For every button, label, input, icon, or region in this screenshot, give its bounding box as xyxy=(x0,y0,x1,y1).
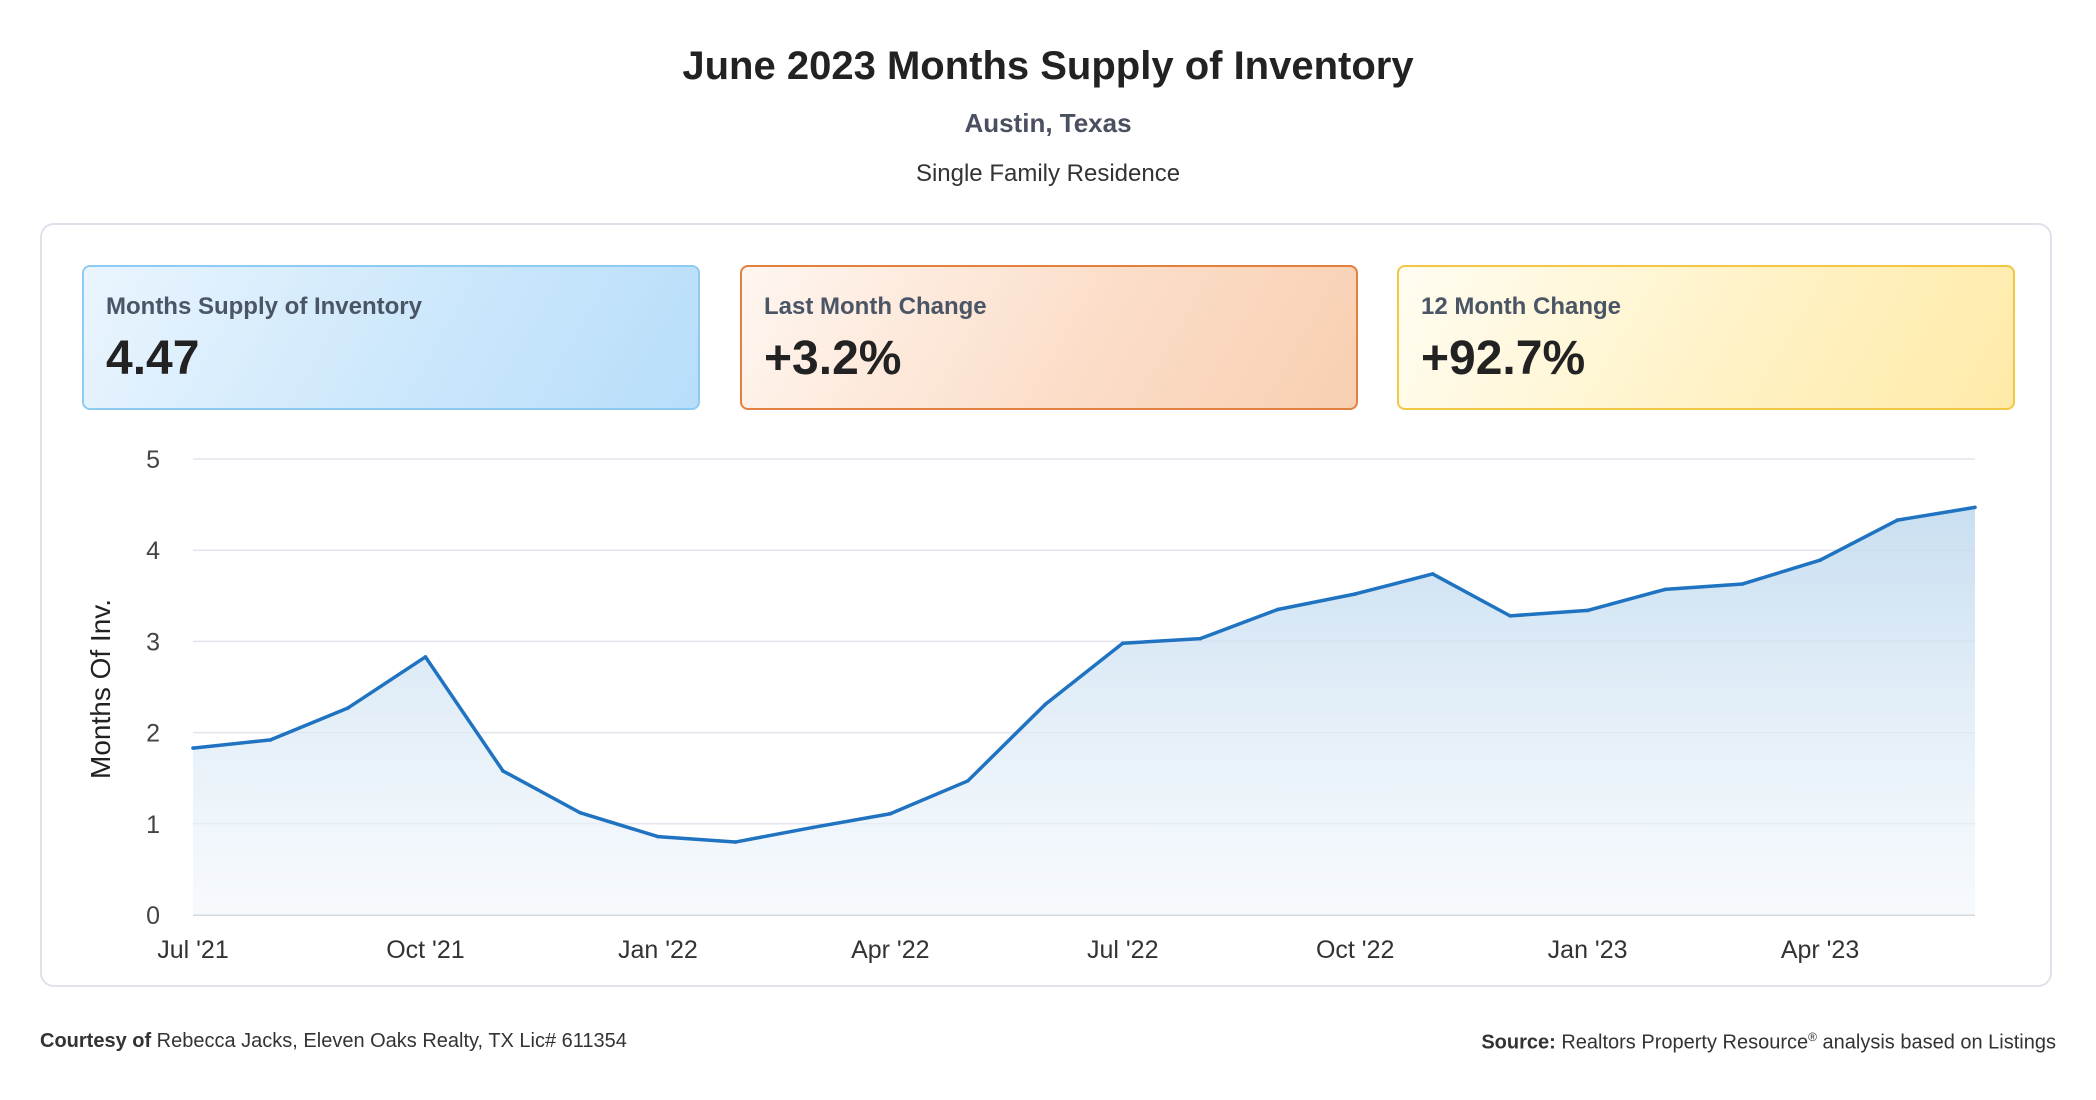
x-tick-label: Apr '23 xyxy=(1781,936,1859,964)
data-point-6 xyxy=(656,834,660,839)
footer-courtesy-text: Rebecca Jacks, Eleven Oaks Realty, TX Li… xyxy=(151,1030,627,1052)
y-tick-label: 0 xyxy=(146,902,160,930)
line-layer xyxy=(191,505,1977,844)
data-point-0 xyxy=(191,746,195,750)
card-12-month-change-label: 12 Month Change xyxy=(1421,293,1622,320)
data-point-15 xyxy=(1353,592,1357,596)
chart-title: June 2023 Months Supply of Inventory xyxy=(682,44,1414,88)
series-area-fill xyxy=(193,507,1975,915)
y-tick-label: 2 xyxy=(146,720,160,748)
data-point-19 xyxy=(1663,587,1667,592)
chart-subtitle-property-type: Single Family Residence xyxy=(915,160,1181,187)
footer-courtesy: Courtesy of Rebecca Jacks, Eleven Oaks R… xyxy=(40,1030,627,1053)
data-point-11 xyxy=(1043,702,1048,707)
card-months-supply-label: Months Supply of Inventory xyxy=(106,293,422,320)
data-point-23 xyxy=(1973,505,1977,510)
data-point-21 xyxy=(1818,558,1822,563)
x-tick-label: Oct '21 xyxy=(386,936,464,964)
y-tick-label: 4 xyxy=(146,537,160,565)
data-point-9 xyxy=(888,811,893,816)
data-point-22 xyxy=(1895,518,1900,522)
y-tick-label: 5 xyxy=(146,446,160,474)
data-point-5 xyxy=(578,811,583,815)
data-point-8 xyxy=(811,825,815,830)
x-tick-label: Jan '23 xyxy=(1548,936,1628,964)
card-last-month-change-label: Last Month Change xyxy=(764,293,987,320)
x-tick-label: Oct '22 xyxy=(1316,936,1394,964)
data-point-10 xyxy=(965,779,970,783)
y-tick-label: 1 xyxy=(146,811,160,839)
data-point-18 xyxy=(1585,608,1590,613)
card-12-month-change: 12 Month Change +92.7% xyxy=(1397,265,2015,410)
data-point-13 xyxy=(1198,636,1203,641)
card-last-month-change: Last Month Change +3.2% xyxy=(740,265,1358,410)
card-last-month-change-value: +3.2% xyxy=(764,332,902,385)
card-months-supply: Months Supply of Inventory 4.47 xyxy=(82,265,700,410)
data-point-17 xyxy=(1508,614,1512,618)
data-point-14 xyxy=(1275,607,1280,612)
footer-source-label: Source: xyxy=(1481,1031,1556,1054)
x-tick-label: Jul '21 xyxy=(157,936,228,964)
x-tick-label: Jan '22 xyxy=(618,936,698,964)
x-tick-label: Apr '22 xyxy=(851,936,929,964)
x-tick-label: Jul '22 xyxy=(1087,936,1158,964)
footer-source: Source: Realtors Property Resource® anal… xyxy=(1481,1030,2056,1055)
data-point-16 xyxy=(1430,572,1435,576)
y-axis-ticks: 0 1 2 3 4 5 xyxy=(146,446,160,930)
data-point-1 xyxy=(268,738,273,742)
chart-subtitle-location: Austin, Texas xyxy=(964,108,1132,138)
footer-source-text: Realtors Property Resource xyxy=(1555,1031,1809,1054)
card-12-month-change-value: +92.7% xyxy=(1421,332,1586,385)
y-tick-label: 3 xyxy=(146,628,160,656)
data-point-4 xyxy=(501,769,505,773)
footer-source-registered-mark: ® xyxy=(1808,1030,1817,1044)
data-point-7 xyxy=(733,840,738,844)
data-point-2 xyxy=(346,706,350,710)
card-months-supply-value: 4.47 xyxy=(106,332,200,385)
footer-source-suffix: analysis based on Listings xyxy=(1816,1031,2057,1054)
x-axis-ticks: Jul '21 Oct '21 Jan '22 Apr '22 Jul '22 Oct '… xyxy=(157,936,1859,964)
area-layer xyxy=(193,507,1975,915)
data-point-12 xyxy=(1120,641,1125,646)
series-line xyxy=(192,505,1976,844)
data-point-3 xyxy=(423,655,428,659)
data-point-20 xyxy=(1740,582,1745,586)
footer-courtesy-label: Courtesy of xyxy=(40,1030,152,1052)
y-axis-label: Months Of Inv. xyxy=(85,599,116,779)
